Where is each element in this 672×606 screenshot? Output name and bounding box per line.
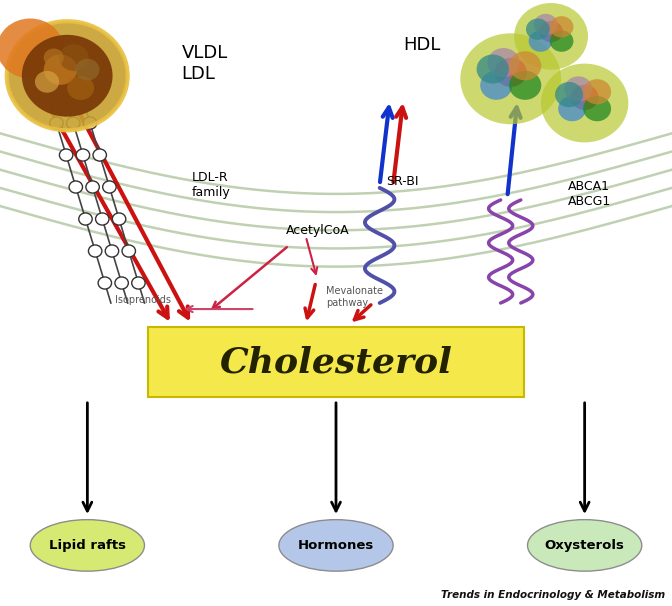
Circle shape [44, 55, 77, 85]
Ellipse shape [30, 519, 144, 571]
Circle shape [487, 48, 519, 77]
Circle shape [79, 213, 92, 225]
Circle shape [89, 245, 102, 257]
Text: Oxysterols: Oxysterols [545, 539, 624, 552]
Circle shape [509, 52, 541, 81]
Circle shape [93, 149, 106, 161]
Circle shape [539, 21, 563, 42]
Circle shape [86, 181, 99, 193]
Circle shape [509, 71, 541, 100]
Circle shape [583, 96, 611, 121]
Circle shape [106, 245, 119, 257]
Circle shape [132, 277, 145, 289]
Circle shape [44, 48, 64, 67]
Circle shape [460, 33, 561, 124]
Circle shape [534, 14, 558, 35]
Circle shape [76, 149, 89, 161]
Circle shape [115, 277, 128, 289]
Circle shape [69, 181, 83, 193]
Circle shape [541, 64, 628, 142]
Circle shape [83, 117, 97, 129]
Text: AcetylCoA: AcetylCoA [286, 224, 349, 237]
Ellipse shape [528, 519, 642, 571]
Text: Mevalonate
pathway: Mevalonate pathway [326, 286, 383, 308]
Text: Trends in Endocrinology & Metabolism: Trends in Endocrinology & Metabolism [441, 590, 665, 600]
Circle shape [112, 213, 126, 225]
Circle shape [67, 117, 80, 129]
Circle shape [526, 19, 550, 40]
Circle shape [550, 16, 573, 38]
Circle shape [59, 149, 73, 161]
Text: Isoprenoids: Isoprenoids [116, 295, 171, 305]
Circle shape [35, 71, 59, 93]
FancyBboxPatch shape [148, 327, 524, 397]
Circle shape [480, 71, 513, 100]
Text: Cholesterol: Cholesterol [220, 345, 452, 379]
Circle shape [50, 117, 63, 129]
Circle shape [495, 58, 527, 87]
Circle shape [122, 245, 136, 257]
Text: ABCA1
ABCG1: ABCA1 ABCG1 [568, 180, 611, 208]
Circle shape [67, 76, 94, 100]
Text: VLDL
LDL: VLDL LDL [181, 44, 228, 83]
Circle shape [22, 35, 112, 116]
Circle shape [75, 59, 99, 81]
Ellipse shape [279, 519, 393, 571]
Circle shape [476, 55, 509, 84]
Circle shape [583, 79, 611, 104]
Circle shape [558, 96, 586, 121]
Text: SR-BI: SR-BI [386, 175, 419, 188]
Circle shape [564, 76, 593, 102]
Circle shape [0, 19, 63, 78]
Text: HDL: HDL [403, 36, 441, 55]
Circle shape [529, 30, 552, 52]
Circle shape [571, 85, 599, 110]
Circle shape [555, 82, 583, 107]
Text: Hormones: Hormones [298, 539, 374, 552]
Text: Lipid rafts: Lipid rafts [49, 539, 126, 552]
Circle shape [98, 277, 112, 289]
Circle shape [95, 213, 109, 225]
Text: LDL-R
family: LDL-R family [192, 171, 230, 199]
Circle shape [103, 181, 116, 193]
Circle shape [550, 30, 573, 52]
Circle shape [59, 44, 89, 71]
Circle shape [7, 21, 128, 130]
Circle shape [514, 3, 588, 70]
